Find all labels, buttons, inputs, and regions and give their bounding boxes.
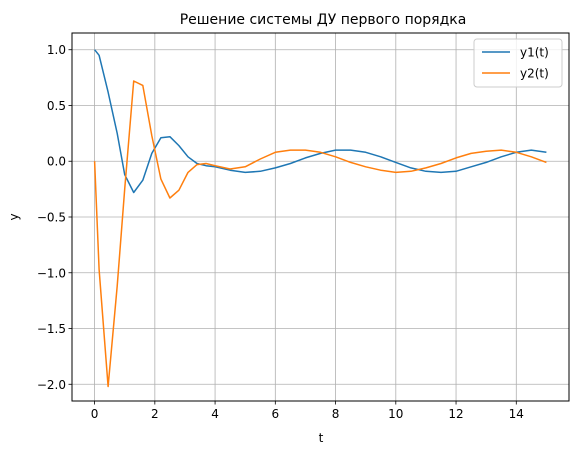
y-tick-label: −0.5 xyxy=(37,211,66,225)
legend-box xyxy=(473,38,563,88)
y-axis-label: y xyxy=(7,213,21,220)
grid xyxy=(72,33,569,401)
legend-label: y2(t) xyxy=(520,67,549,81)
x-tick-label: 6 xyxy=(271,407,279,421)
series-line-y2 xyxy=(93,80,547,388)
series-lines xyxy=(93,49,547,388)
y-tick-label: −1.5 xyxy=(37,322,66,336)
y-tick-label: 0.5 xyxy=(47,99,66,113)
series-line-y1 xyxy=(94,49,547,194)
x-axis-label: t xyxy=(319,431,324,445)
x-tick-label: 0 xyxy=(91,407,99,421)
x-tick-label: 2 xyxy=(151,407,159,421)
y-tick-label: 0.0 xyxy=(47,155,66,169)
legend-label: y1(t) xyxy=(520,46,549,60)
y-tick-label: −2.0 xyxy=(37,378,66,392)
x-axis: 0 2 4 6 8 10 12 14 xyxy=(91,401,524,421)
x-tick-label: 4 xyxy=(211,407,219,421)
legend: y1(t) y2(t) xyxy=(473,38,563,88)
x-tick-label: 10 xyxy=(388,407,403,421)
x-tick-label: 8 xyxy=(332,407,340,421)
y-tick-label: −1.0 xyxy=(37,266,66,280)
x-tick-label: 14 xyxy=(509,407,524,421)
x-tick-label: 12 xyxy=(448,407,463,421)
chart-title: Решение системы ДУ первого порядка xyxy=(180,12,467,28)
y-tick-label: 1.0 xyxy=(47,43,66,57)
y-axis: −2.0 −1.5 −1.0 −0.5 0.0 0.5 1.0 xyxy=(37,43,72,392)
